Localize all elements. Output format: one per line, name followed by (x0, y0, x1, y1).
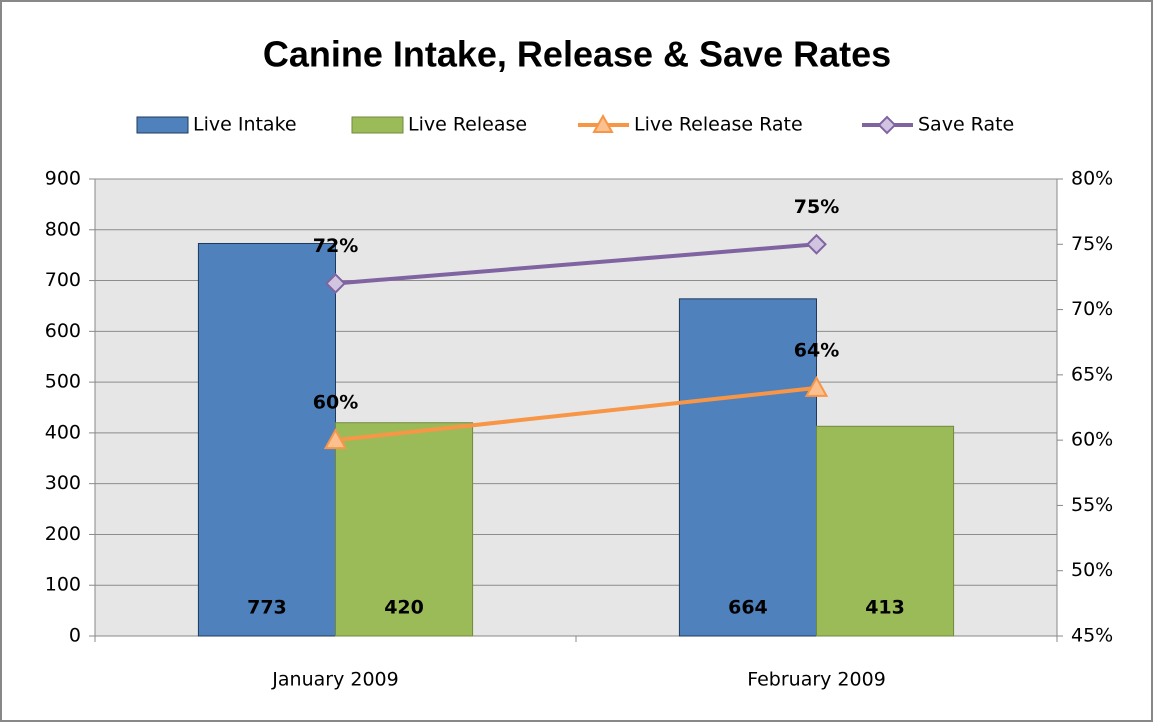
x-tick-label: February 2009 (747, 669, 886, 691)
legend-label: Live Release Rate (634, 114, 803, 136)
legend-label: Live Release (408, 114, 527, 136)
y2-tick-label: 70% (1071, 298, 1113, 320)
y-tick-label: 0 (69, 625, 81, 647)
y-tick-label: 900 (45, 168, 81, 190)
y2-tick-label: 80% (1071, 168, 1113, 190)
bar (197, 242, 336, 637)
marker (323, 428, 348, 450)
y2-tick-label: 50% (1071, 559, 1113, 581)
y-tick-label: 700 (45, 269, 81, 291)
y2-tick-label: 60% (1071, 429, 1113, 451)
x-tick-label: January 2009 (271, 669, 398, 691)
line-value-label: 60% (313, 392, 358, 414)
line (335, 242, 817, 286)
bar (678, 298, 817, 637)
legend-marker (877, 115, 897, 135)
line-value-label: 72% (313, 235, 358, 257)
y-tick-label: 100 (45, 574, 81, 596)
chart-title: Canine Intake, Release & Save Rates (263, 34, 891, 75)
legend-marker (592, 113, 614, 133)
legend-swatch (351, 116, 404, 134)
legend-swatch (136, 116, 189, 134)
y-tick-label: 300 (45, 472, 81, 494)
line (335, 385, 817, 443)
y-tick-label: 500 (45, 371, 81, 393)
bar-value-label: 773 (247, 597, 287, 619)
bar (335, 422, 474, 637)
bar-value-label: 664 (728, 597, 768, 619)
marker (806, 233, 827, 255)
marker (804, 375, 829, 397)
bar-value-label: 413 (865, 597, 905, 619)
y-tick-label: 600 (45, 320, 81, 342)
bar-value-label: 420 (384, 597, 424, 619)
y2-tick-label: 45% (1071, 625, 1113, 647)
line-value-label: 75% (794, 196, 839, 218)
y-tick-label: 200 (45, 523, 81, 545)
legend-label: Save Rate (918, 114, 1014, 136)
legend-label: Live Intake (193, 114, 297, 136)
y-tick-label: 400 (45, 421, 81, 443)
marker (325, 273, 346, 294)
bar (816, 425, 955, 637)
y-tick-label: 800 (45, 218, 81, 240)
y2-tick-label: 55% (1071, 494, 1113, 516)
line-value-label: 64% (794, 339, 839, 361)
y2-tick-label: 75% (1071, 233, 1113, 255)
y2-tick-label: 65% (1071, 363, 1113, 385)
